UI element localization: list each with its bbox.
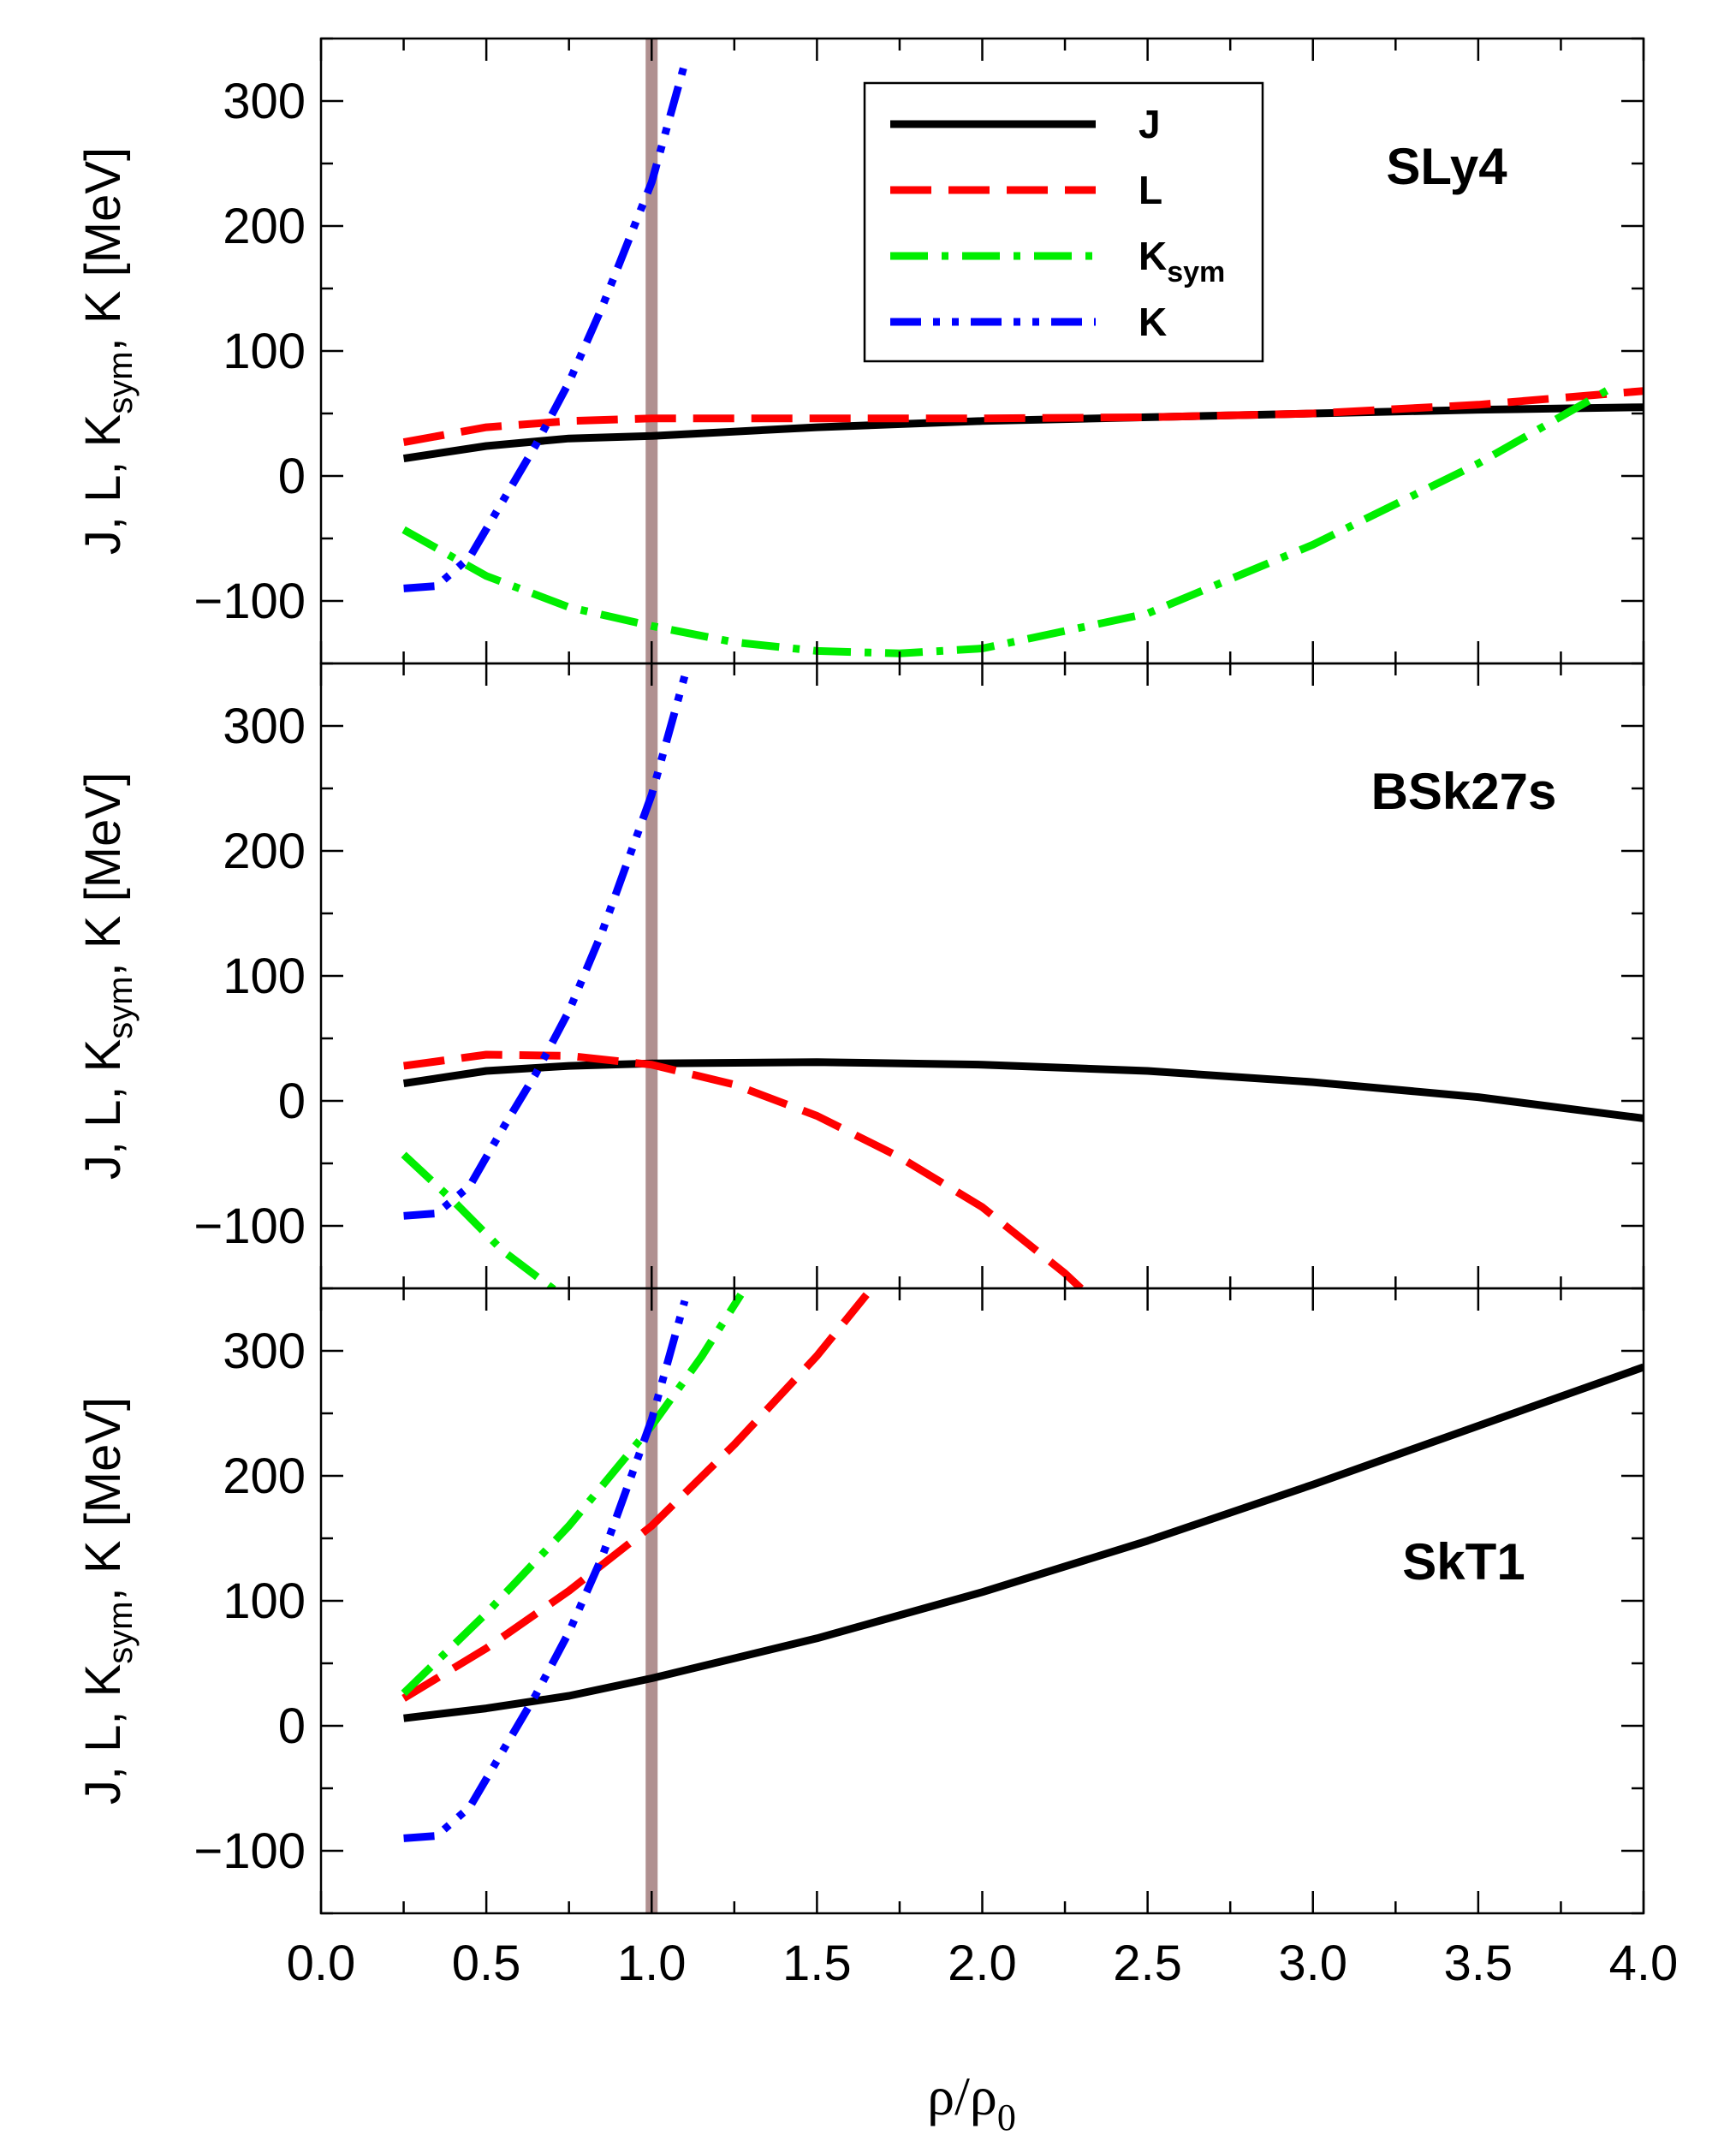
panel-1-series-l bbox=[402, 387, 1644, 447]
x-tick-label: 0.5 bbox=[452, 1936, 521, 1991]
ylabel-tail: , K [MeV] bbox=[75, 772, 131, 977]
legend-box bbox=[863, 81, 1264, 363]
y-tick-label: 100 bbox=[223, 324, 306, 379]
legend-entries: JL Ksym K bbox=[890, 102, 1225, 344]
lines-layer bbox=[401, 62, 1644, 1842]
panel-2-series-j bbox=[402, 1058, 1644, 1122]
y-tick-label: 0 bbox=[278, 1698, 306, 1754]
x-tick-label: 3.0 bbox=[1278, 1936, 1347, 1991]
panel-3-series-j bbox=[403, 1363, 1644, 1722]
svg-text:J, L, Ksym, K [MeV]: J, L, Ksym, K [MeV] bbox=[75, 1397, 140, 1805]
y-tick-label: 0 bbox=[278, 449, 306, 504]
y-tick-label: 200 bbox=[223, 824, 306, 879]
panel-3-series-ksym bbox=[401, 1292, 745, 1697]
y-tick-label: 100 bbox=[223, 949, 306, 1004]
legend-label-ksym: Ksym bbox=[1139, 234, 1225, 288]
x-tick-label: 2.0 bbox=[948, 1936, 1017, 1991]
svg-text:J, L, Ksym, K [MeV]: J, L, Ksym, K [MeV] bbox=[75, 147, 140, 555]
ylabel-main: J, L, K bbox=[75, 413, 131, 555]
panel-3-reference-line bbox=[645, 1288, 658, 1913]
frame-layer: −100 0 100 200 300 SLy4 −100 0 100 200 300 BSk27s −1… bbox=[193, 37, 1679, 1991]
y-axis-label-3: J, L, Ksym, K [MeV] bbox=[75, 1397, 140, 1805]
y-tick-label: 300 bbox=[223, 699, 306, 754]
y-tick-label: 200 bbox=[223, 199, 306, 254]
y-tick-label: −100 bbox=[193, 1198, 306, 1254]
panel-2-reference-line bbox=[645, 663, 658, 1288]
panel-2-background bbox=[321, 663, 1644, 1288]
ylabel-sub: sym bbox=[102, 351, 140, 413]
y-axis-label-2: J, L, Ksym, K [MeV] bbox=[75, 772, 140, 1180]
ylabel-sub: sym bbox=[102, 1601, 140, 1663]
ylabel-tail: , K [MeV] bbox=[75, 1397, 131, 1602]
panel-1-series-ksym bbox=[401, 384, 1613, 657]
x-axis-label: ρ/ρ0 bbox=[927, 2066, 1016, 2138]
ylabel-tail: , K [MeV] bbox=[75, 147, 131, 352]
x-tick-label: 3.5 bbox=[1444, 1936, 1513, 1991]
ylabel-main: J, L, K bbox=[75, 1663, 131, 1805]
panel-1-reference-line bbox=[645, 39, 658, 663]
y-tick-label: 200 bbox=[223, 1448, 306, 1504]
panel-3-background bbox=[321, 1288, 1644, 1913]
y-tick-label: 0 bbox=[278, 1073, 306, 1129]
panel-3-series-l bbox=[401, 1292, 870, 1702]
legend-label-l: L bbox=[1139, 168, 1162, 212]
x-tick-label: 1.5 bbox=[782, 1936, 852, 1991]
y-tick-label: 300 bbox=[223, 1323, 306, 1379]
panel-3-series-k bbox=[403, 1299, 689, 1842]
y-tick-label: 100 bbox=[223, 1573, 306, 1629]
panel-2-series-k bbox=[403, 675, 689, 1220]
panel-3-label: SkT1 bbox=[1402, 1533, 1525, 1591]
y-tick-label: −100 bbox=[193, 574, 306, 629]
xlabel-sub: 0 bbox=[997, 2096, 1016, 2138]
panel-1-series-k bbox=[403, 62, 689, 592]
svg-text:J, L, Ksym, K [MeV]: J, L, Ksym, K [MeV] bbox=[75, 772, 140, 1180]
legend: JL Ksym K bbox=[863, 81, 1264, 363]
x-tick-label: 2.5 bbox=[1113, 1936, 1182, 1991]
legend-label-k: K bbox=[1139, 300, 1167, 344]
x-tick-label: 4.0 bbox=[1609, 1936, 1679, 1991]
y-axis-label-1: J, L, Ksym, K [MeV] bbox=[75, 147, 140, 555]
legend-label-j: J bbox=[1139, 102, 1161, 146]
panel-2-label: BSk27s bbox=[1371, 763, 1557, 820]
panel-1-label: SLy4 bbox=[1386, 138, 1507, 195]
ylabel-main: J, L, K bbox=[75, 1038, 131, 1180]
x-tick-label: 0.0 bbox=[287, 1936, 356, 1991]
y-tick-label: −100 bbox=[193, 1823, 306, 1879]
y-tick-label: 300 bbox=[223, 74, 306, 129]
xlabel-main: ρ/ρ bbox=[927, 2066, 997, 2126]
ylabel-sub: sym bbox=[102, 976, 140, 1038]
x-tick-label: 1.0 bbox=[617, 1936, 687, 1991]
